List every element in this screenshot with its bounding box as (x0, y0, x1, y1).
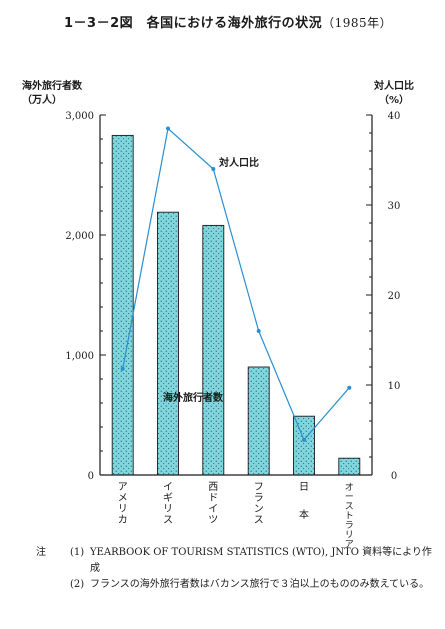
bar-1 (111, 134, 134, 476)
ratio-point-4 (256, 329, 261, 333)
chart-title-year: （1985年） (322, 16, 393, 30)
bar-3 (202, 224, 225, 476)
bar-5 (293, 415, 315, 476)
chart-title-main: 1－3－2図 各国における海外旅行の状況 (64, 16, 323, 31)
left-axis-title: 海外旅行者数 （万人） (22, 80, 82, 108)
ratio-point-5 (302, 437, 306, 442)
note-1-key: 注 (36, 547, 46, 558)
left-axis-title-line1: 海外旅行者数 (22, 81, 82, 92)
ratio-point-3 (211, 167, 216, 171)
ratio-series-label: 対人口比 (218, 156, 259, 169)
left-tick-label: 0 (88, 471, 94, 482)
ratio-point-6 (347, 385, 352, 390)
category-label-2: イギリス (163, 482, 173, 526)
chart-title: 1－3－2図 各国における海外旅行の状況（1985年） (64, 12, 392, 31)
category-label-5: 日本 (299, 482, 309, 521)
right-axis-title-line1: 対人口比 (374, 81, 414, 92)
note-2-num: (2) (70, 579, 85, 590)
left-axis-title-line2: （万人） (22, 95, 62, 106)
right-axis-title-line2: （%） (378, 95, 410, 106)
bar-4 (247, 366, 270, 476)
note-2-key (36, 577, 70, 593)
category-label-6: オーストラリア (345, 482, 354, 550)
category-label-3: 西ドイツ (208, 482, 218, 526)
right-tick-label: 0 (391, 471, 397, 482)
left-tick-label: 2,000 (65, 231, 94, 242)
ratio-point-1 (120, 366, 125, 371)
right-tick-label: 20 (388, 291, 401, 302)
right-tick-label: 30 (388, 201, 401, 212)
note-2: (2) フランスの海外旅行者数はバカンス旅行で３泊以上のもののみ数えている。 (36, 577, 436, 593)
note-1-num: (1) (70, 547, 85, 558)
note-1: 注 (1) YEARBOOK OF TOURISM STATISTICS (WT… (36, 545, 436, 577)
note-2-text: フランスの海外旅行者数はバカンス旅行で３泊以上のもののみ数えている。 (90, 579, 430, 590)
right-tick-label: 10 (388, 381, 401, 392)
bar-2 (157, 211, 179, 476)
right-tick-label: 40 (388, 111, 401, 122)
left-tick-label: 1,000 (65, 351, 94, 362)
right-axis-title: 対人口比 （%） (374, 80, 414, 108)
ratio-point-2 (166, 126, 170, 131)
left-tick-label: 3,000 (65, 111, 94, 122)
notes: 注 (1) YEARBOOK OF TOURISM STATISTICS (WT… (36, 545, 436, 593)
category-label-1: アメリカ (118, 482, 128, 526)
ratio-line (122, 127, 350, 442)
bar-series-label: 海外旅行者数 (163, 391, 224, 404)
note-1-text: YEARBOOK OF TOURISM STATISTICS (WTO), JN… (90, 547, 432, 574)
category-label-4: フランス (254, 482, 264, 526)
bar-6 (338, 457, 361, 476)
